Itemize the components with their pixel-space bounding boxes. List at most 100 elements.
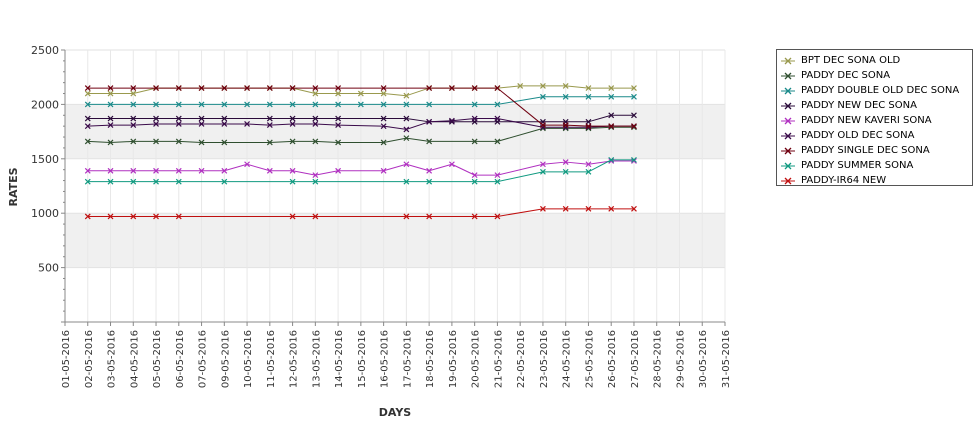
data-point-marker bbox=[130, 90, 137, 97]
legend-item: PADDY OLD DEC SONA bbox=[781, 128, 914, 143]
series-line-segment bbox=[497, 85, 521, 89]
x-tick-label: 25-05-2016 bbox=[584, 330, 595, 388]
series-line-segment bbox=[451, 118, 475, 122]
data-point-marker bbox=[631, 156, 637, 163]
legend: BPT DEC SONA OLD PADDY DEC SONA PADDY DOUB… bbox=[776, 49, 973, 186]
y-axis-label: RATES bbox=[7, 167, 20, 206]
data-point-marker bbox=[403, 92, 410, 99]
data-point-marker bbox=[130, 115, 137, 122]
series-line-segment bbox=[542, 161, 566, 165]
data-point-marker bbox=[312, 101, 319, 108]
series-line-segment bbox=[110, 140, 134, 143]
series-paddy-summer-sona bbox=[84, 156, 637, 185]
series-line-segment bbox=[497, 127, 544, 142]
x-tick-label: 21-05-2016 bbox=[493, 330, 504, 388]
data-point-marker bbox=[153, 213, 159, 220]
data-point-marker bbox=[335, 167, 342, 174]
data-point-marker bbox=[84, 90, 91, 97]
data-point-marker bbox=[494, 178, 501, 185]
data-point-marker bbox=[289, 115, 296, 122]
data-point-marker bbox=[266, 167, 273, 174]
grid-band bbox=[65, 213, 725, 268]
x-tick-label: 23-05-2016 bbox=[539, 330, 550, 388]
plot-area bbox=[65, 50, 725, 322]
data-point-marker bbox=[289, 213, 296, 220]
legend-label: PADDY NEW KAVERI SONA bbox=[801, 115, 932, 126]
x-tick-label: 11-05-2016 bbox=[266, 330, 277, 388]
data-point-marker bbox=[84, 101, 91, 108]
series-line-segment bbox=[269, 123, 293, 126]
legend-label: PADDY SUMMER SONA bbox=[801, 160, 914, 171]
data-point-marker bbox=[198, 115, 205, 122]
data-point-marker bbox=[380, 101, 387, 108]
data-point-marker bbox=[84, 213, 91, 220]
series-line-segment bbox=[406, 87, 430, 97]
legend-label: BPT DEC SONA OLD bbox=[801, 55, 901, 66]
series-line-segment bbox=[497, 208, 544, 217]
x-tick-label: 22-05-2016 bbox=[516, 330, 527, 388]
data-point-marker bbox=[448, 117, 455, 124]
data-point-marker bbox=[175, 101, 182, 108]
series-line-segment bbox=[292, 170, 316, 176]
legend-item: PADDY SUMMER SONA bbox=[781, 158, 913, 173]
series-paddy-single-dec-sona bbox=[84, 85, 637, 130]
data-point-marker bbox=[380, 139, 387, 146]
data-point-marker bbox=[221, 178, 228, 185]
series-line-segment bbox=[588, 114, 612, 123]
data-point-marker bbox=[175, 85, 182, 92]
legend-marker-icon bbox=[781, 57, 795, 64]
data-point-marker bbox=[471, 115, 478, 122]
data-point-marker bbox=[380, 167, 387, 174]
data-point-marker bbox=[289, 167, 296, 174]
data-point-marker bbox=[335, 139, 342, 146]
data-point-marker bbox=[175, 115, 182, 122]
series-line-segment bbox=[133, 123, 157, 126]
series-paddy-dec-sona bbox=[84, 124, 637, 146]
data-point-marker bbox=[426, 138, 433, 145]
x-tick-label: 31-05-2016 bbox=[721, 330, 732, 388]
data-point-marker bbox=[540, 168, 546, 175]
data-point-marker bbox=[153, 121, 159, 127]
series-paddy-ir64-new bbox=[84, 205, 637, 220]
data-point-marker bbox=[426, 167, 433, 174]
x-tick-label: 12-05-2016 bbox=[289, 330, 300, 388]
data-point-marker bbox=[471, 101, 478, 108]
series-line-segment bbox=[565, 85, 589, 89]
data-point-marker bbox=[585, 85, 592, 92]
data-point-marker bbox=[198, 121, 205, 127]
series-line-segment bbox=[178, 140, 202, 143]
legend-item: PADDY NEW DEC SONA bbox=[781, 98, 917, 113]
legend-label: PADDY SINGLE DEC SONA bbox=[801, 145, 930, 156]
data-point-marker bbox=[221, 121, 228, 127]
series-line-segment bbox=[497, 118, 544, 128]
x-tick-label: 03-05-2016 bbox=[107, 330, 118, 388]
series-line-segment bbox=[451, 163, 475, 176]
data-point-marker bbox=[289, 178, 296, 185]
y-tick-label: 500 bbox=[38, 262, 59, 275]
data-point-marker bbox=[153, 101, 159, 108]
legend-marker-icon bbox=[781, 117, 795, 124]
series-line-segment bbox=[497, 171, 544, 183]
series-line-segment bbox=[429, 163, 453, 172]
data-point-marker bbox=[540, 124, 546, 131]
data-point-marker bbox=[540, 82, 546, 89]
data-point-marker bbox=[84, 138, 91, 145]
legend-marker-icon bbox=[781, 177, 795, 184]
data-point-marker bbox=[585, 161, 592, 168]
data-point-marker bbox=[335, 115, 342, 122]
data-point-marker bbox=[471, 213, 478, 220]
data-point-marker bbox=[540, 122, 546, 128]
series-line-segment bbox=[383, 93, 407, 97]
x-tick-label: 24-05-2016 bbox=[562, 330, 573, 388]
data-point-marker bbox=[289, 121, 296, 127]
data-point-marker bbox=[175, 178, 182, 185]
grid-band bbox=[65, 104, 725, 159]
data-point-marker bbox=[562, 159, 569, 165]
data-point-marker bbox=[403, 178, 410, 185]
data-point-marker bbox=[130, 85, 137, 92]
data-point-marker bbox=[494, 138, 501, 145]
data-point-marker bbox=[244, 121, 250, 127]
data-point-marker bbox=[494, 172, 501, 179]
data-point-marker bbox=[517, 82, 524, 89]
series-line-segment bbox=[497, 87, 544, 126]
